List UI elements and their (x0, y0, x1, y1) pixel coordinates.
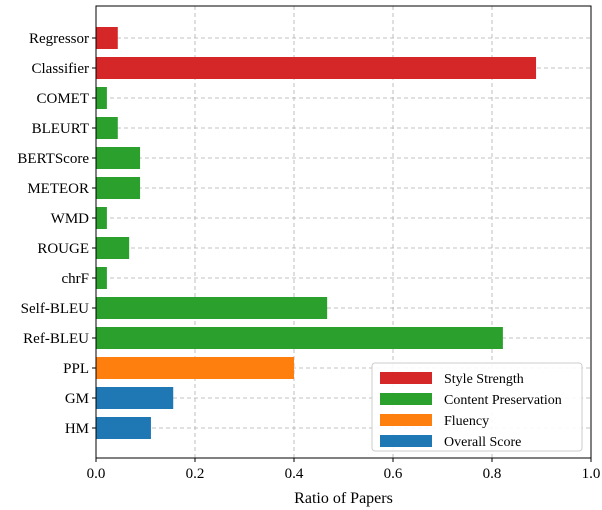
y-tick-label: Regressor (29, 31, 89, 47)
bar-comet (96, 87, 107, 109)
bar-bleurt (96, 117, 118, 139)
y-tick-label: BERTScore (17, 151, 89, 167)
y-tick-label: WMD (51, 211, 89, 227)
y-tick-label: Ref-BLEU (23, 331, 89, 347)
y-tick-label: Self-BLEU (21, 301, 89, 317)
bar-chrf (96, 267, 107, 289)
x-tick-label: 0.8 (483, 466, 502, 482)
y-tick-labels: Regressor Classifier COMET BLEURT BERTScore M… (17, 31, 96, 437)
bar-layer (96, 27, 537, 439)
legend: Style Strength Content Preservation Fluenc… (371, 362, 583, 452)
legend-label: Fluency (444, 414, 489, 429)
bar-ppl (96, 357, 294, 379)
legend-swatch (380, 414, 432, 426)
x-axis-title: Ratio of Papers (294, 490, 393, 507)
y-tick-label: COMET (37, 91, 90, 107)
bar-gm (96, 387, 174, 409)
bar-meteor (96, 177, 141, 199)
legend-label: Style Strength (444, 372, 524, 387)
legend-label: Overall Score (444, 435, 521, 450)
y-tick-label: BLEURT (32, 121, 89, 137)
bar-bertscore (96, 147, 141, 169)
x-tick-label: 0.0 (87, 466, 106, 482)
legend-box (371, 362, 583, 452)
bar-hm (96, 417, 151, 439)
bar-classifier (96, 57, 537, 79)
y-tick-label: HM (65, 421, 89, 437)
bar-rouge (96, 237, 130, 259)
x-tick-label: 0.6 (384, 466, 403, 482)
x-tick-label: 0.2 (186, 466, 205, 482)
bar-ref-bleu (96, 327, 503, 349)
y-tick-label: chrF (62, 271, 90, 287)
plot-frame (95, 5, 592, 459)
y-tick-label: Classifier (32, 61, 90, 77)
legend-swatch (380, 372, 432, 384)
legend-swatch (380, 435, 432, 447)
y-tick-label: GM (65, 391, 89, 407)
y-tick-label: ROUGE (37, 241, 89, 257)
bar-regressor (96, 27, 118, 49)
bar-self-bleu (96, 297, 328, 319)
y-tick-label: METEOR (27, 181, 89, 197)
legend-swatch (380, 393, 432, 405)
bar-wmd (96, 207, 107, 229)
x-tick-label: 0.4 (285, 466, 304, 482)
x-tick-labels: 0.0 0.2 0.4 0.6 0.8 1.0 (87, 458, 601, 482)
legend-label: Content Preservation (444, 393, 562, 408)
x-tick-label: 1.0 (582, 466, 601, 482)
y-tick-label: PPL (63, 361, 89, 377)
